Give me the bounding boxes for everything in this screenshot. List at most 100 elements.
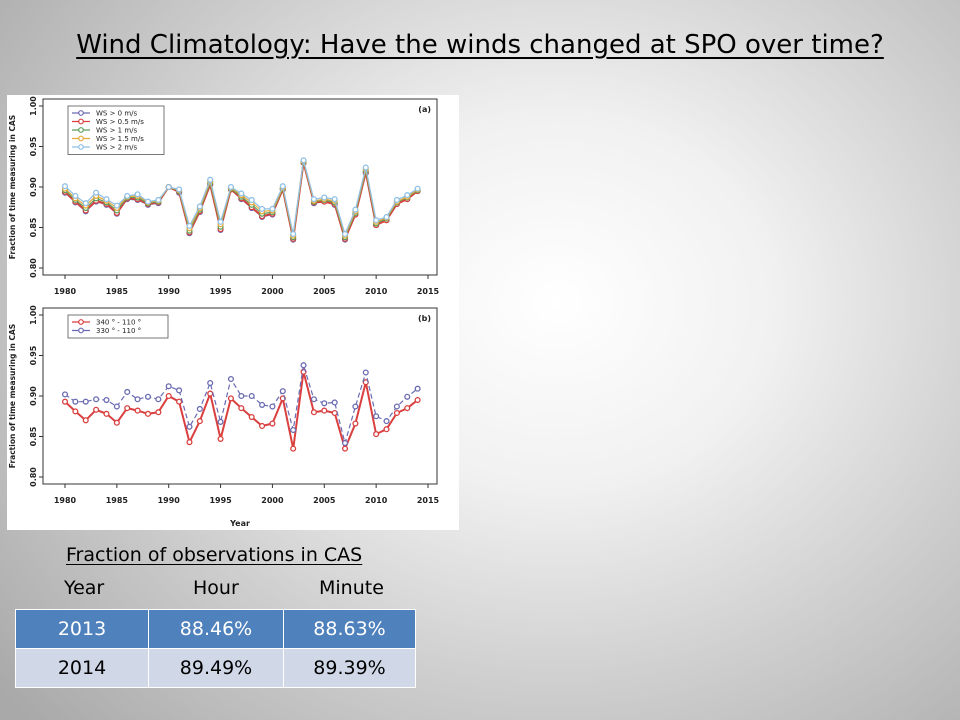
data-point — [196, 405, 203, 413]
table-cell-minute: 88.63% — [283, 609, 416, 649]
data-point — [362, 369, 369, 376]
data-point — [414, 185, 421, 192]
table-row-2013: 2013 88.46% 88.63% — [15, 609, 416, 649]
data-point — [383, 213, 390, 221]
y-tick-label: 0.90 — [29, 177, 38, 197]
data-point — [310, 396, 317, 403]
table-row-2014: 2014 89.49% 89.39% — [15, 648, 416, 688]
data-point — [269, 205, 276, 212]
data-point — [393, 196, 400, 204]
y-tick-label: 0.95 — [29, 345, 38, 365]
data-point — [113, 403, 120, 410]
table-cell-year: 2013 — [15, 609, 149, 649]
data-point — [113, 202, 120, 209]
panel-label: (a) — [418, 105, 431, 114]
x-axis-label: Year — [229, 519, 250, 528]
data-point — [373, 413, 380, 420]
series-blue — [61, 362, 421, 447]
data-point — [331, 196, 338, 203]
x-tick-label: 1980 — [54, 496, 77, 505]
data-point — [61, 183, 69, 190]
data-point — [93, 406, 100, 413]
data-point — [404, 405, 411, 412]
data-point — [383, 426, 390, 433]
data-point — [414, 385, 421, 392]
legend-swatch-point — [78, 327, 84, 334]
table-cell-year: 2014 — [15, 648, 149, 688]
data-point — [155, 196, 162, 204]
legend-label: 330 ° - 110 ° — [96, 327, 141, 335]
legend-box — [67, 314, 169, 339]
data-point — [279, 183, 286, 190]
data-point — [124, 192, 131, 199]
data-point — [352, 420, 359, 427]
y-tick-label: 0.80 — [29, 258, 38, 278]
legend-label: WS > 0 m/s — [96, 110, 138, 118]
x-tick-label: 1985 — [106, 496, 129, 505]
x-tick-label: 1995 — [209, 496, 232, 505]
y-axis-label: Fraction of time measuring in CAS — [8, 115, 17, 259]
data-point — [341, 439, 349, 447]
data-point — [310, 409, 317, 416]
data-point — [217, 418, 224, 425]
data-point — [352, 206, 359, 213]
legend-label: WS > 0.5 m/s — [96, 118, 144, 126]
data-point — [259, 401, 266, 408]
y-tick-label: 1.00 — [29, 96, 38, 116]
data-point — [373, 431, 380, 438]
legend-swatch-point — [78, 127, 84, 133]
data-point — [61, 391, 69, 398]
data-point — [414, 396, 421, 404]
column-header-minute: Minute — [319, 577, 384, 599]
data-point — [393, 409, 400, 417]
series-line — [64, 365, 418, 446]
chart-panel-b: 0.80 0.85 0.90 0.95 1.00 1980 1985 1990 1995 2000… — [8, 305, 440, 528]
x-tick-label: 2005 — [313, 287, 336, 296]
data-point — [134, 396, 141, 403]
data-point — [227, 395, 234, 402]
data-point — [155, 409, 162, 416]
data-point — [373, 217, 380, 224]
data-point — [259, 422, 266, 430]
x-tick-label: 1995 — [209, 287, 232, 296]
data-point — [290, 426, 297, 434]
x-tick-label: 1990 — [158, 287, 181, 296]
data-point — [61, 398, 69, 405]
data-point — [404, 192, 411, 199]
x-tick-label: 1990 — [158, 496, 181, 505]
data-point — [82, 200, 89, 207]
column-header-year: Year — [64, 577, 105, 599]
data-point — [82, 417, 89, 424]
data-point — [93, 396, 100, 403]
data-point — [82, 398, 89, 405]
data-point — [207, 379, 214, 387]
data-point — [238, 190, 245, 197]
table-cell-minute: 89.39% — [283, 648, 416, 688]
data-point — [176, 387, 183, 394]
data-point — [155, 396, 162, 403]
y-tick-label: 0.80 — [29, 467, 38, 487]
legend-swatch-point — [78, 319, 84, 325]
x-tick-label: 2015 — [417, 496, 440, 505]
data-point — [341, 445, 349, 452]
data-point — [144, 198, 152, 205]
data-point — [186, 222, 193, 229]
data-point — [248, 392, 255, 400]
data-point — [290, 445, 297, 452]
legend-label: 340 ° - 110 ° — [96, 319, 141, 327]
data-point — [321, 400, 328, 407]
data-point — [103, 196, 110, 203]
data-point — [217, 218, 224, 225]
x-tick-label: 2005 — [313, 496, 336, 505]
legend: WS > 0 m/sWS > 0.5 m/sWS > 1 m/sWS > 1.5… — [67, 105, 165, 155]
data-point — [341, 230, 349, 238]
x-tick-label: 1985 — [106, 287, 129, 296]
table-caption: Fraction of observations in CAS — [66, 544, 363, 566]
series-red — [61, 368, 421, 452]
data-point — [404, 393, 411, 400]
data-point — [300, 157, 307, 164]
legend-swatch-point — [78, 144, 84, 150]
data-point — [176, 398, 183, 405]
data-point — [248, 414, 255, 421]
data-point — [331, 409, 338, 417]
